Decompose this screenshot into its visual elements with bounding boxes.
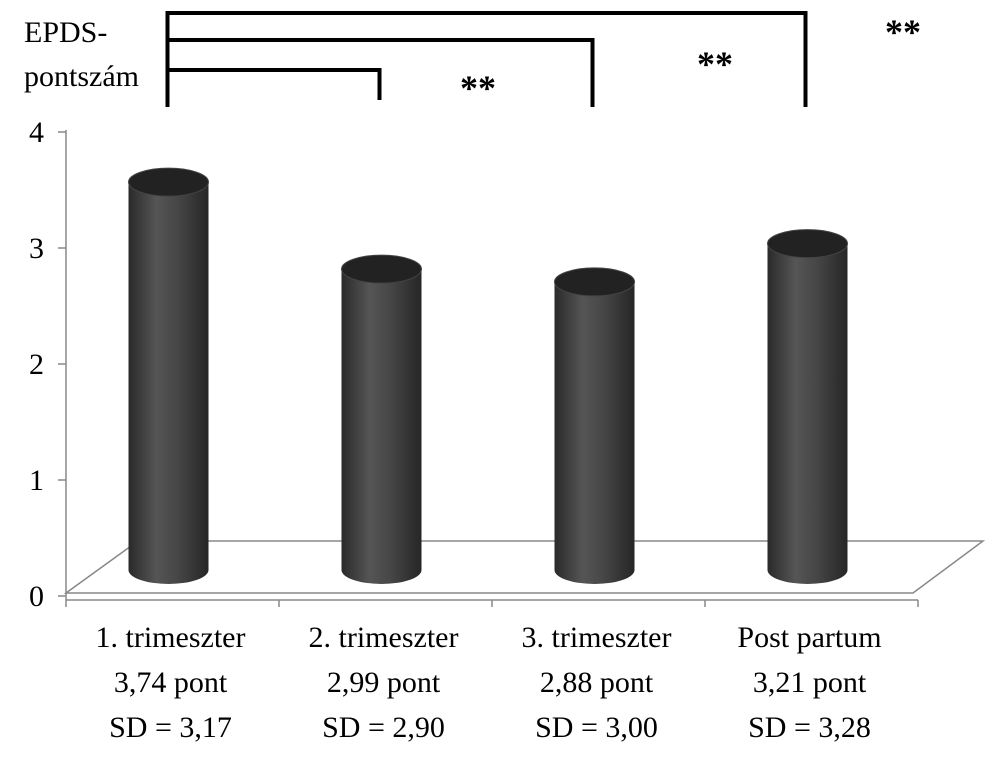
x-axis (65, 599, 919, 607)
bar (767, 229, 848, 584)
x-ticks (65, 600, 919, 607)
category-label-line: 3. trimeszter (522, 621, 672, 654)
bar (554, 267, 635, 584)
category-label: 3. trimeszter 2,88 pont SD = 3,00 (522, 621, 672, 744)
category-label: Post partum 3,21 pont SD = 3,28 (737, 621, 881, 744)
significance-bracket: ** (165, 11, 921, 107)
y-axis-title: EPDS- pontszám (24, 16, 139, 93)
bar-body (554, 281, 635, 584)
bar-body (767, 243, 848, 584)
bars (128, 167, 848, 584)
category-label-line: SD = 3,17 (109, 711, 232, 744)
category-label-line: SD = 3,00 (535, 711, 658, 744)
bar (128, 167, 209, 584)
bracket-line (165, 11, 808, 107)
y-tick-label: 4 (29, 116, 44, 149)
y-tick-label: 2 (29, 348, 44, 381)
significance-label: ** (885, 12, 921, 52)
category-label: 2. trimeszter 2,99 pont SD = 2,90 (309, 621, 459, 744)
y-axis: 0 1 2 3 4 (29, 116, 67, 613)
category-label-line: SD = 2,90 (322, 711, 445, 744)
bar-top (767, 229, 848, 259)
category-label-line: Post partum (737, 621, 881, 654)
bar-top (554, 267, 635, 297)
bar-body (341, 269, 422, 584)
category-label-line: 2,99 pont (327, 666, 441, 699)
y-tick-label: 1 (29, 464, 44, 497)
significance-label: ** (697, 44, 733, 84)
significance-label: ** (460, 68, 496, 108)
y-axis-title-line-2: pontszám (24, 60, 139, 93)
category-label-line: 1. trimeszter (96, 621, 246, 654)
y-ticks: 0 1 2 3 4 (29, 116, 66, 613)
bar-top (341, 254, 422, 284)
significance-bracket: ** (165, 68, 496, 108)
y-tick-label: 0 (29, 580, 44, 613)
bar-body (128, 182, 209, 584)
category-label-line: SD = 3,28 (748, 711, 871, 744)
category-label-line: 3,74 pont (114, 666, 228, 699)
bracket-line (165, 68, 382, 100)
floor-outline (63, 540, 986, 594)
category-label-line: 2. trimeszter (309, 621, 459, 654)
y-tick-label: 3 (29, 232, 44, 265)
category-label-line: 3,21 pont (753, 666, 867, 699)
category-label-line: 2,88 pont (540, 666, 654, 699)
category-label: 1. trimeszter 3,74 pont SD = 3,17 (96, 621, 246, 744)
bar (341, 254, 422, 584)
significance-brackets: ** ** ** (165, 11, 921, 108)
category-labels: 1. trimeszter 3,74 pont SD = 3,17 2. trimes… (96, 621, 882, 744)
bar-top (128, 167, 209, 197)
significance-bracket: ** (165, 38, 733, 107)
floor-plane (63, 540, 986, 594)
y-axis-title-line-1: EPDS- (24, 16, 107, 49)
